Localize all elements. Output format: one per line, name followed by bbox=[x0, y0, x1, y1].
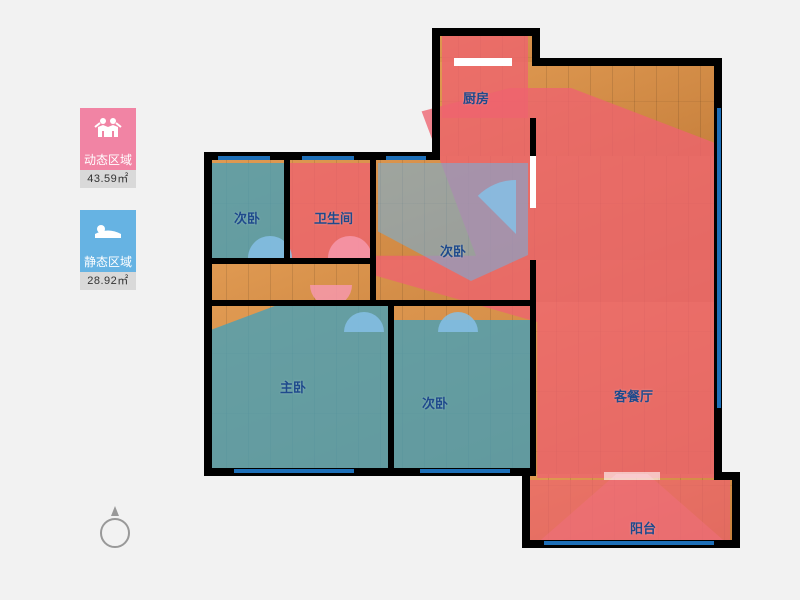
window-line bbox=[420, 469, 510, 473]
legend-dynamic-value: 43.59㎡ bbox=[80, 170, 136, 188]
window-line bbox=[544, 541, 714, 545]
legend-static-value: 28.92㎡ bbox=[80, 272, 136, 290]
legend-static-label: 静态区域 bbox=[80, 252, 136, 272]
compass-icon bbox=[100, 506, 130, 548]
room-label-living: 客餐厅 bbox=[614, 386, 653, 405]
people-icon bbox=[80, 108, 136, 150]
sleep-icon bbox=[80, 210, 136, 252]
legend-dynamic-label: 动态区域 bbox=[80, 150, 136, 170]
window-line bbox=[302, 156, 354, 160]
legend: 动态区域 43.59㎡ 静态区域 28.92㎡ bbox=[80, 108, 136, 290]
legend-dynamic: 动态区域 43.59㎡ bbox=[80, 108, 136, 188]
room-label-bed1: 次卧 bbox=[234, 208, 260, 227]
room-label-bath: 卫生间 bbox=[314, 208, 353, 227]
legend-static: 静态区域 28.92㎡ bbox=[80, 210, 136, 290]
room-label-kitchen: 厨房 bbox=[463, 88, 489, 107]
window-line bbox=[386, 156, 426, 160]
room-label-bed3: 次卧 bbox=[422, 393, 448, 412]
stage: 动态区域 43.59㎡ 静态区域 28.92㎡ bbox=[0, 0, 800, 600]
zone-static-bedroom-3 bbox=[394, 320, 530, 468]
window-line bbox=[234, 469, 354, 473]
room-label-balcony: 阳台 bbox=[630, 518, 656, 537]
window-line bbox=[717, 108, 721, 408]
floor-plan: 厨房 客餐厅 阳台 卫生间 次卧 次卧 主卧 次卧 bbox=[204, 28, 750, 568]
room-label-master: 主卧 bbox=[280, 377, 306, 396]
room-label-bed2: 次卧 bbox=[440, 241, 466, 260]
window-line bbox=[218, 156, 270, 160]
